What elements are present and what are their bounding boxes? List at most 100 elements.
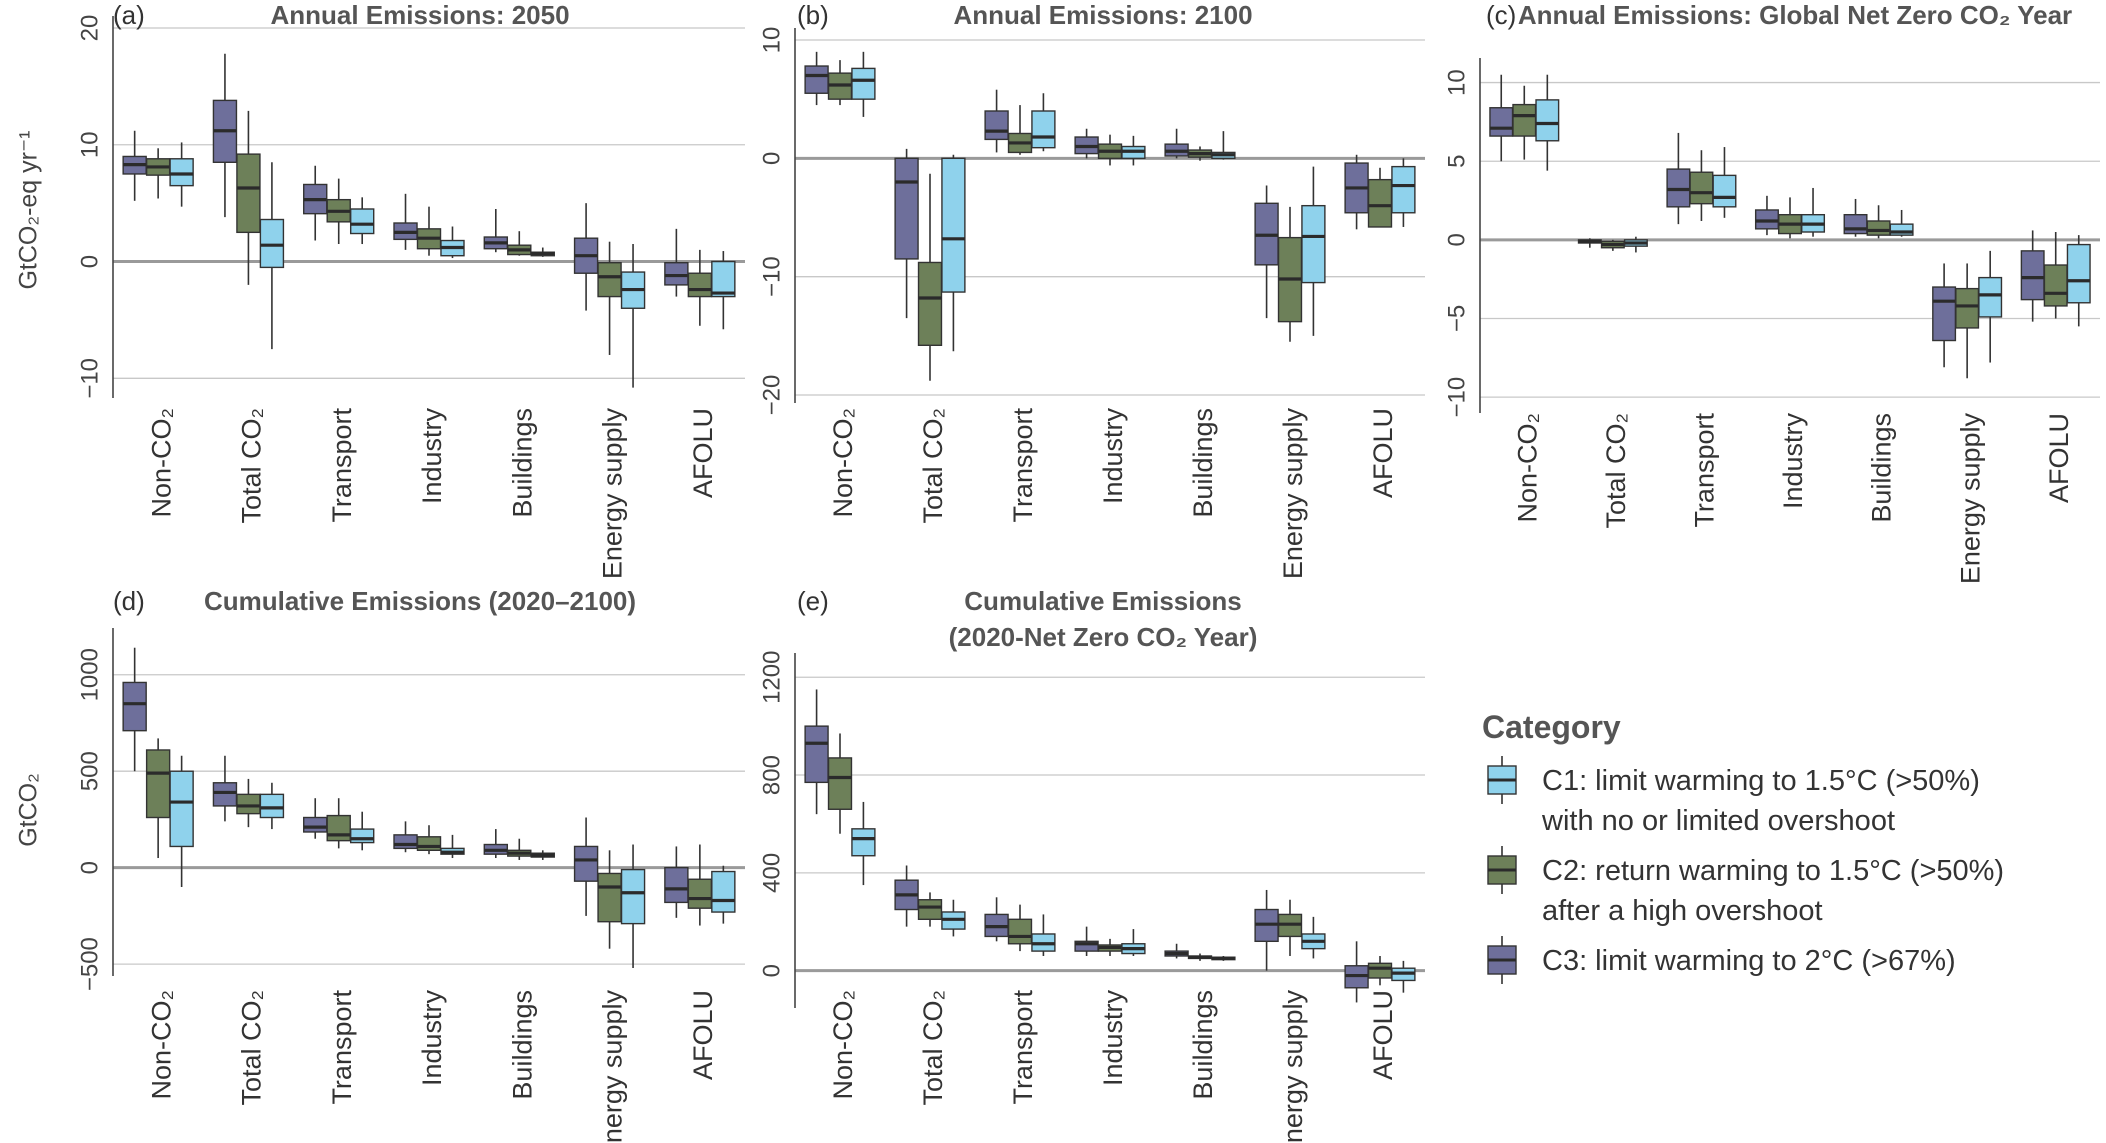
- box-b-C1-5: [1301, 166, 1326, 336]
- category-label: Transport: [1690, 413, 1720, 528]
- box-a-C1-0: [169, 142, 194, 207]
- legend-label: C1: limit warming to 1.5°C (>50%): [1542, 765, 1980, 797]
- box: [1689, 171, 1714, 205]
- box-c-C3-5: [1932, 263, 1957, 368]
- box-a-C1-5: [620, 244, 646, 388]
- box-a-C3-0: [122, 130, 147, 201]
- box-c-C1-5: [1978, 250, 2003, 363]
- box: [941, 157, 966, 293]
- box-e-C2-2: [1007, 904, 1033, 952]
- category-label: Transport: [327, 990, 357, 1105]
- panel-title: Annual Emissions: 2100: [953, 0, 1252, 30]
- box: [2020, 250, 2045, 301]
- category-label: Industry: [1098, 408, 1128, 505]
- box-e-C2-0: [827, 733, 853, 834]
- box-c-C2-4: [1866, 205, 1891, 239]
- box: [894, 157, 919, 260]
- box-c-C1-6: [2066, 235, 2091, 327]
- legend-label: C2: return warming to 1.5°C (>50%): [1542, 855, 2004, 887]
- box: [145, 749, 171, 819]
- box: [1843, 213, 1868, 235]
- box-e-C1-6: [1391, 960, 1416, 993]
- box: [259, 218, 285, 269]
- y-tick-label: 10: [758, 27, 785, 54]
- box: [1932, 286, 1957, 342]
- category-label: Non-CO₂: [1512, 413, 1542, 523]
- y-tick-label: 5: [1443, 155, 1470, 168]
- box-d-C3-3: [393, 821, 418, 853]
- y-tick-label: 0: [76, 861, 103, 874]
- box-a-C2-4: [507, 231, 532, 256]
- y-axis-label: GtCO₂: [15, 773, 43, 847]
- box-a-C1-4: [530, 247, 555, 257]
- box-e-C2-1: [917, 892, 943, 927]
- y-tick-label: 1000: [76, 648, 103, 701]
- category-label: Buildings: [1188, 990, 1218, 1100]
- box: [804, 65, 829, 94]
- box-c-C1-0: [1535, 74, 1560, 171]
- box: [416, 836, 442, 852]
- panel-title: Annual Emissions: 2050: [270, 0, 569, 30]
- box-b-C2-2: [1007, 105, 1033, 155]
- box: [326, 814, 351, 842]
- box-a-C2-2: [326, 178, 351, 245]
- box-b-C1-2: [1031, 93, 1056, 152]
- box: [664, 262, 689, 286]
- box-b-C2-3: [1097, 134, 1123, 166]
- box: [573, 845, 599, 882]
- legend-title: Category: [1482, 709, 1621, 745]
- y-tick-label: −500: [76, 937, 103, 991]
- category-label: AFOLU: [1368, 990, 1398, 1080]
- box-b-C3-6: [1344, 154, 1369, 230]
- box-a-C1-1: [259, 162, 285, 350]
- y-tick-label: 1200: [758, 651, 785, 704]
- box: [393, 834, 418, 850]
- box-d-C2-2: [326, 798, 351, 849]
- box-d-C1-2: [349, 811, 375, 851]
- box-a-C1-3: [440, 226, 465, 259]
- panel-d: −500 0 500 1000 Non-CO₂ Total CO₂ Transport Ind…: [15, 586, 745, 1143]
- box-c-C2-1: [1600, 239, 1625, 251]
- category-label: AFOLU: [2044, 413, 2074, 503]
- box-e-C1-4: [1211, 955, 1236, 961]
- box-a-C2-1: [236, 110, 261, 285]
- box-e-C3-1: [894, 865, 919, 927]
- box: [851, 67, 876, 100]
- category-label: Industry: [1778, 413, 1808, 510]
- y-tick-label: 10: [76, 131, 103, 158]
- box: [259, 793, 285, 819]
- box-a-C2-3: [416, 206, 442, 256]
- box: [1367, 962, 1393, 979]
- y-tick-label: 0: [758, 964, 785, 977]
- y-tick-label: 0: [758, 152, 785, 165]
- box-d-C1-5: [620, 844, 646, 968]
- box-a-C3-1: [212, 53, 238, 218]
- category-label: Energy supply: [1955, 413, 1985, 585]
- box-a-C2-0: [145, 148, 171, 199]
- box-d-C1-1: [259, 782, 285, 830]
- box-b-C3-4: [1164, 128, 1189, 159]
- y-tick-label: 800: [758, 755, 785, 795]
- category-label: Transport: [1008, 990, 1038, 1105]
- category-label: Buildings: [1188, 408, 1218, 518]
- box-d-C2-1: [236, 778, 261, 828]
- box-c-C2-5: [1955, 263, 1980, 379]
- box-d-C2-6: [687, 844, 713, 926]
- box-d-C3-6: [664, 846, 689, 918]
- box-d-C3-4: [483, 829, 509, 859]
- legend-label: after a high overshoot: [1542, 895, 1823, 927]
- box: [1367, 178, 1393, 228]
- category-label: Energy supply: [1278, 408, 1308, 580]
- box-c-C2-6: [2043, 231, 2068, 319]
- box-e-C3-5: [1254, 889, 1279, 971]
- category-label: Industry: [1098, 990, 1128, 1087]
- legend-item-C2: C2: return warming to 1.5°C (>50%) after …: [1487, 846, 2004, 927]
- box-c-C1-2: [1712, 147, 1737, 218]
- box-b-C2-0: [827, 60, 853, 106]
- box-a-C1-2: [349, 197, 375, 245]
- category-label: Buildings: [1867, 413, 1897, 523]
- category-label: AFOLU: [688, 990, 718, 1080]
- y-tick-label: −10: [758, 256, 785, 297]
- box-e-C2-3: [1097, 938, 1123, 956]
